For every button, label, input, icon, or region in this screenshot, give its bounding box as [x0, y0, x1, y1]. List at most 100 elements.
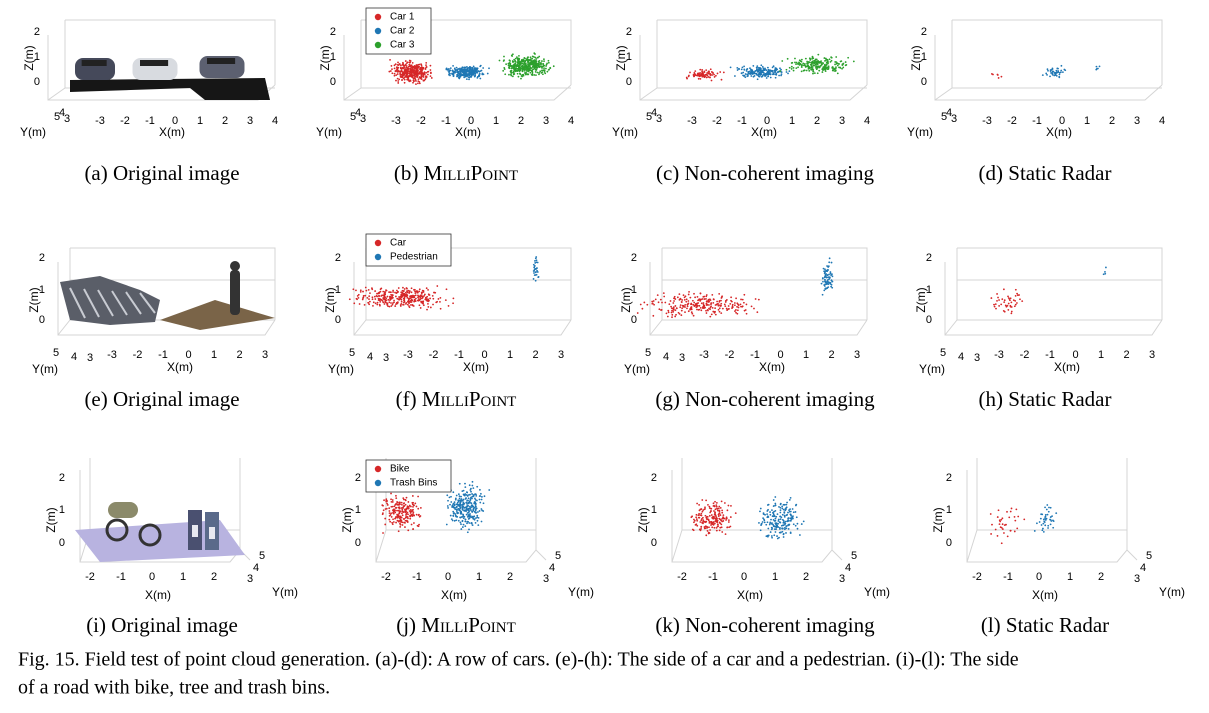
point — [1001, 523, 1004, 526]
point — [417, 78, 420, 81]
point — [795, 516, 798, 519]
point — [768, 72, 771, 75]
point — [831, 275, 834, 278]
point — [533, 61, 535, 64]
point — [772, 505, 775, 507]
point — [698, 298, 701, 301]
point — [1047, 510, 1050, 513]
point — [999, 526, 1002, 529]
point — [765, 523, 768, 526]
z-tick-label: 2 — [39, 252, 45, 264]
panel-caption: (d) Static Radar — [979, 161, 1112, 185]
point — [800, 523, 803, 525]
point — [1042, 527, 1044, 530]
point — [703, 527, 706, 530]
point — [699, 529, 702, 532]
point — [397, 82, 400, 84]
point — [470, 490, 472, 493]
point — [466, 522, 468, 525]
y-tick-label: 5 — [941, 111, 947, 123]
point — [528, 65, 531, 67]
point — [454, 68, 457, 71]
x-tick-label: 3 — [854, 349, 860, 361]
point — [1049, 75, 1051, 78]
point — [703, 298, 706, 300]
figure-caption: of a road with bike, tree and trash bins… — [18, 677, 330, 699]
point — [412, 81, 414, 84]
point — [808, 57, 811, 60]
point — [481, 495, 483, 498]
point — [448, 496, 451, 499]
point — [766, 515, 769, 518]
point — [752, 64, 755, 67]
y-tick-label: 4 — [71, 351, 77, 363]
legend-label: Bike — [390, 464, 410, 475]
point — [462, 489, 465, 492]
x-tick-label: -1 — [441, 115, 451, 127]
point — [701, 71, 704, 74]
y-tick-label: 3 — [951, 113, 957, 125]
point — [682, 294, 685, 297]
point — [382, 294, 385, 297]
point — [476, 514, 479, 517]
point — [798, 61, 800, 64]
x-tick-label: 0 — [481, 349, 487, 361]
point — [709, 74, 712, 77]
point — [692, 529, 695, 532]
point — [696, 74, 699, 77]
point — [538, 66, 541, 68]
point — [1033, 530, 1036, 532]
point — [799, 62, 802, 65]
point — [517, 57, 520, 60]
point — [471, 493, 473, 495]
car-window — [207, 58, 236, 64]
point — [771, 522, 773, 524]
point — [416, 76, 419, 79]
point — [401, 289, 404, 292]
point — [457, 507, 460, 510]
figure-caption: Fig. 15. Field test of point cloud gener… — [18, 649, 1019, 671]
point — [721, 517, 724, 520]
point — [800, 66, 803, 69]
y-tick-label: 5 — [645, 347, 651, 359]
y-tick-label: 5 — [851, 550, 857, 562]
point — [406, 505, 409, 508]
point — [990, 73, 993, 75]
point — [417, 495, 420, 498]
point — [408, 63, 411, 66]
point — [394, 63, 397, 66]
point — [725, 519, 727, 521]
point — [828, 273, 830, 276]
point — [404, 503, 407, 506]
point — [721, 531, 724, 533]
point — [698, 504, 701, 506]
axis-box — [353, 247, 572, 336]
point — [478, 72, 481, 75]
point — [824, 57, 827, 60]
point — [453, 504, 456, 507]
point — [708, 300, 711, 303]
point — [388, 301, 391, 304]
x-tick-label: 0 — [149, 571, 155, 583]
point — [713, 76, 716, 78]
caption-text: Original image — [111, 613, 238, 637]
x-tick-label: 4 — [864, 115, 870, 127]
point — [827, 60, 829, 63]
point — [539, 70, 542, 73]
point — [541, 69, 543, 72]
point — [519, 63, 522, 66]
point — [402, 286, 404, 289]
point — [453, 519, 456, 522]
point — [411, 303, 414, 306]
caption-label: (l) — [981, 613, 1001, 637]
point — [785, 507, 788, 509]
point — [699, 77, 702, 80]
point — [527, 70, 530, 73]
point — [1051, 68, 1054, 71]
point — [799, 60, 802, 63]
point — [478, 498, 481, 501]
point — [399, 72, 401, 75]
point — [382, 301, 385, 304]
point — [700, 302, 703, 305]
